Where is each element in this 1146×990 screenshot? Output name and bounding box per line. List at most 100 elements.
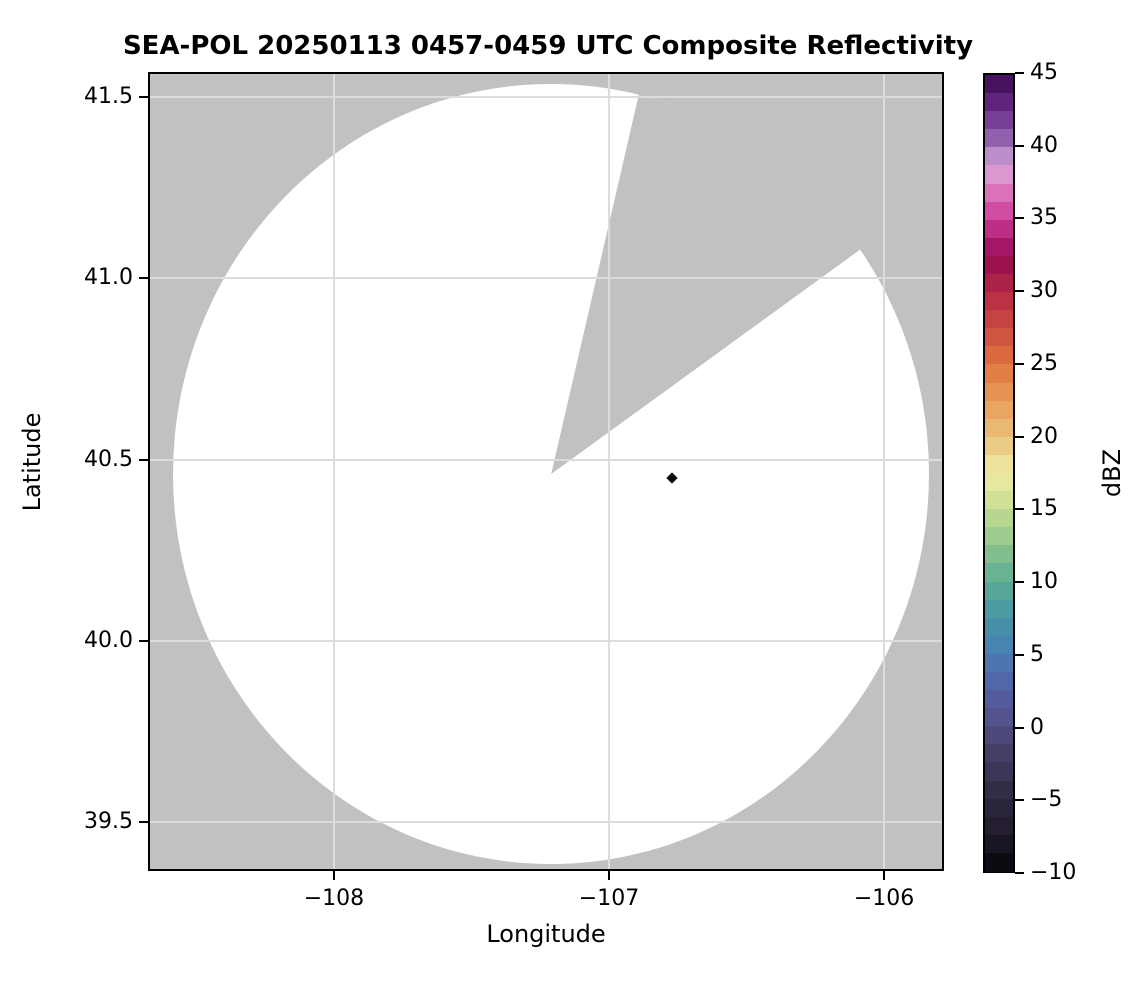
y-tick-label: 40.0 — [84, 627, 133, 653]
colorbar-band — [985, 183, 1013, 203]
colorbar-tick-label: 15 — [1030, 496, 1058, 522]
colorbar-tick — [1015, 799, 1024, 802]
y-axis-tick — [139, 96, 148, 98]
colorbar-band — [985, 690, 1013, 710]
colorbar-band — [985, 599, 1013, 619]
colorbar-band — [985, 491, 1013, 511]
colorbar-band — [985, 310, 1013, 330]
colorbar-band — [985, 563, 1013, 583]
colorbar-tick — [1015, 217, 1024, 220]
colorbar-tick-label: 25 — [1030, 350, 1058, 376]
colorbar-band — [985, 852, 1013, 873]
colorbar-band — [985, 726, 1013, 746]
colorbar-tick — [1015, 872, 1024, 874]
colorbar-band — [985, 581, 1013, 601]
gridline-horizontal — [150, 639, 942, 642]
colorbar-band — [985, 129, 1013, 149]
colorbar-band — [985, 75, 1013, 95]
colorbar-band — [985, 816, 1013, 836]
colorbar-band — [985, 762, 1013, 782]
y-tick-label: 41.0 — [84, 265, 133, 291]
x-axis-tick — [332, 871, 335, 880]
y-tick-label: 40.5 — [84, 446, 133, 472]
colorbar-tick — [1015, 581, 1024, 584]
y-axis-tick — [139, 821, 148, 824]
colorbar-band — [985, 617, 1013, 637]
colorbar-tick — [1015, 290, 1024, 293]
colorbar-band — [985, 798, 1013, 818]
colorbar-tick-label: 35 — [1030, 205, 1058, 231]
colorbar-band — [985, 545, 1013, 565]
colorbar-band — [985, 346, 1013, 366]
gridline-vertical — [883, 74, 886, 869]
colorbar-band — [985, 93, 1013, 113]
colorbar-band — [985, 400, 1013, 420]
colorbar-band — [985, 473, 1013, 493]
colorbar-band — [985, 527, 1013, 547]
gridline-horizontal — [150, 96, 942, 98]
colorbar-tick — [1015, 362, 1024, 365]
colorbar-band — [985, 255, 1013, 276]
colorbar-tick-label: 40 — [1030, 132, 1058, 158]
colorbar-band — [985, 708, 1013, 728]
colorbar-band — [985, 201, 1013, 221]
gridline-vertical — [607, 74, 610, 869]
colorbar-tick — [1015, 653, 1024, 656]
colorbar-band — [985, 111, 1013, 131]
colorbar-band — [985, 509, 1013, 529]
colorbar-band — [985, 635, 1013, 656]
colorbar-band — [985, 418, 1013, 438]
colorbar-band — [985, 147, 1013, 167]
colorbar-band — [985, 328, 1013, 348]
colorbar-tick-label: 0 — [1030, 714, 1044, 740]
colorbar-tick-label: −5 — [1030, 787, 1063, 813]
colorbar-band — [985, 780, 1013, 800]
colorbar-band — [985, 382, 1013, 402]
x-axis-label: Longitude — [486, 920, 606, 948]
gridline-vertical — [332, 74, 335, 869]
x-axis-tick — [883, 871, 886, 880]
colorbar-tick-label: 5 — [1030, 641, 1044, 667]
colorbar-tick — [1015, 72, 1024, 74]
colorbar-band — [985, 274, 1013, 294]
x-tick-label: −106 — [853, 886, 915, 911]
colorbar-tick-label: 10 — [1030, 569, 1058, 595]
colorbar-bands — [985, 75, 1013, 873]
y-axis-tick — [139, 458, 148, 461]
colorbar-band — [985, 219, 1013, 239]
colorbar-band — [985, 653, 1013, 674]
colorbar — [983, 73, 1015, 873]
colorbar-tick — [1015, 508, 1024, 511]
colorbar-band — [985, 165, 1013, 185]
gridline-horizontal — [150, 458, 942, 461]
colorbar-band — [985, 292, 1013, 312]
colorbar-band — [985, 237, 1013, 258]
plot-area — [148, 72, 944, 871]
radar-coverage-disc — [173, 83, 930, 865]
y-tick-label: 39.5 — [84, 809, 133, 835]
colorbar-tick-label: 45 — [1030, 60, 1058, 85]
gridline-horizontal — [150, 277, 942, 280]
y-tick-label: 41.5 — [84, 84, 133, 109]
colorbar-tick-label: −10 — [1030, 860, 1077, 885]
colorbar-tick-label: 30 — [1030, 278, 1058, 304]
x-tick-label: −107 — [578, 886, 640, 911]
colorbar-tick — [1015, 435, 1024, 438]
blocked-sector-wedge — [551, 83, 930, 475]
x-tick-label: −108 — [303, 886, 365, 911]
colorbar-band — [985, 454, 1013, 475]
colorbar-band — [985, 436, 1013, 457]
colorbar-band — [985, 364, 1013, 384]
colorbar-band — [985, 744, 1013, 764]
y-axis-label: Latitude — [18, 412, 46, 512]
colorbar-band — [985, 672, 1013, 692]
colorbar-tick-label: 20 — [1030, 423, 1058, 449]
colorbar-tick — [1015, 144, 1024, 147]
chart-title: SEA-POL 20250113 0457-0459 UTC Composite… — [122, 31, 974, 61]
colorbar-tick — [1015, 726, 1024, 729]
x-axis-tick — [607, 871, 610, 880]
y-axis-tick — [139, 277, 148, 280]
colorbar-band — [985, 834, 1013, 855]
colorbar-axis-label: dBZ — [1098, 448, 1126, 498]
